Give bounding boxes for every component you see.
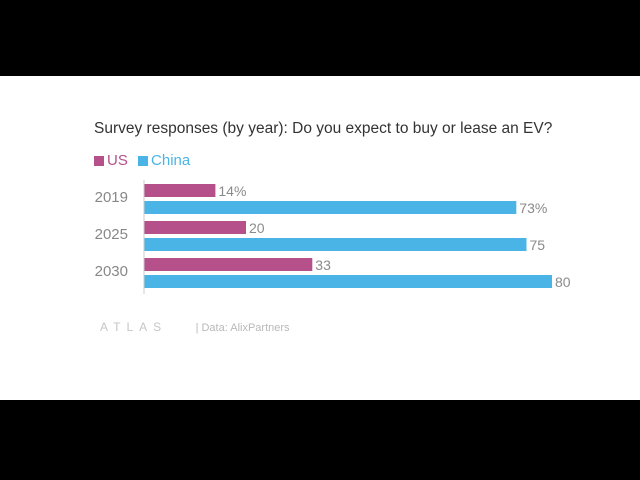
legend-item-china: China — [138, 152, 190, 169]
data-label-china-2019: 73% — [519, 200, 547, 216]
bar-china-2025 — [144, 238, 527, 251]
legend-label-us: US — [107, 152, 128, 169]
data-label-us-2025: 20 — [249, 220, 265, 236]
data-source: | Data: AlixPartners — [195, 322, 290, 334]
bar-us-2025 — [144, 221, 246, 234]
bar-us-2019 — [144, 184, 216, 197]
category-label-2025: 2025 — [95, 226, 128, 243]
category-label-2030: 2030 — [95, 263, 128, 280]
bar-china-2019 — [144, 201, 517, 214]
bar-china-2030 — [144, 275, 552, 288]
data-label-us-2019: 14% — [218, 183, 246, 199]
chart-footer: ATLAS | Data: AlixPartners — [100, 318, 290, 336]
legend-swatch-us — [94, 155, 104, 166]
bar-chart-plot: 2019 14% 73% 2025 20 75 2030 33 80 — [95, 180, 571, 294]
data-label-china-2030: 80 — [555, 274, 571, 290]
chart-panel: Survey responses (by year): Do you expec… — [0, 76, 640, 400]
legend-swatch-china — [138, 155, 149, 166]
data-label-china-2025: 75 — [530, 237, 546, 253]
legend-label-china: China — [151, 152, 191, 169]
chart-legend: US China — [94, 152, 196, 170]
legend-item-us: US — [94, 152, 128, 169]
atlas-logo: ATLAS — [100, 320, 168, 334]
data-label-us-2030: 33 — [315, 257, 331, 273]
bar-us-2030 — [144, 258, 313, 271]
category-label-2019: 2019 — [95, 189, 128, 206]
chart-title: Survey responses (by year): Do you expec… — [94, 120, 553, 137]
